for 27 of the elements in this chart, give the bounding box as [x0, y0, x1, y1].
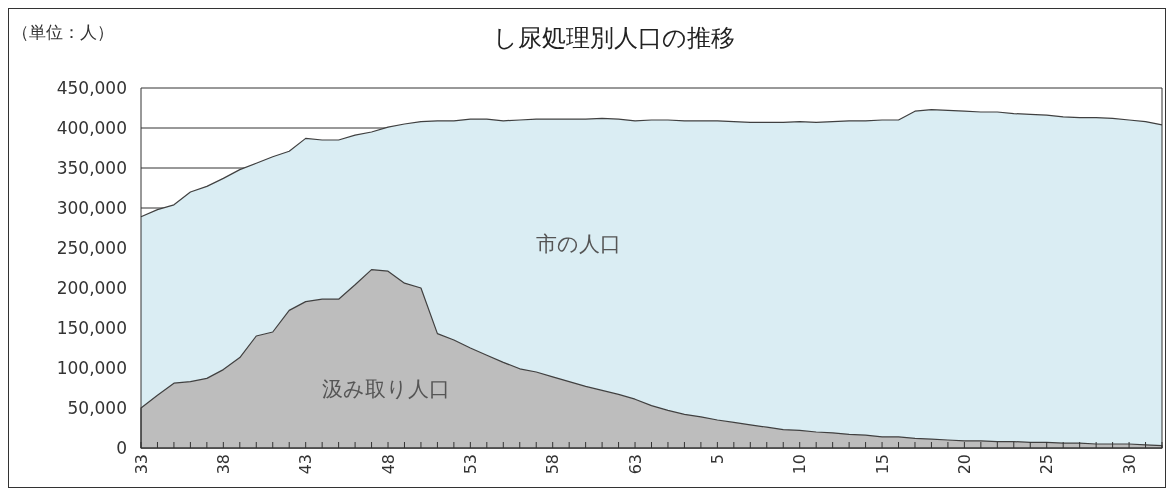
y-tick-label: 350,000 — [56, 157, 127, 178]
x-tick-label: 53 — [460, 454, 480, 475]
x-tick-label: 15 — [872, 454, 892, 475]
chart-title: し尿処理別人口の推移 — [492, 24, 735, 52]
x-tick-label: 58 — [543, 454, 563, 475]
x-tick-label: 10 — [790, 454, 810, 475]
x-tick-label: 63 — [625, 454, 645, 475]
x-tick-label: 38 — [213, 454, 233, 475]
x-tick-label: 20 — [954, 454, 974, 475]
x-tick-label: 5 — [707, 454, 727, 465]
x-tick-label: 33 — [131, 454, 151, 475]
y-tick-label: 0 — [116, 437, 127, 458]
x-tick-label: 48 — [378, 454, 398, 475]
y-tick-label: 200,000 — [56, 277, 127, 298]
y-tick-label: 150,000 — [56, 317, 127, 338]
y-tick-label: 100,000 — [56, 357, 127, 378]
y-tick-label: 250,000 — [56, 237, 127, 258]
x-tick-label: 30 — [1119, 454, 1139, 475]
x-tick-label: 43 — [296, 454, 316, 475]
y-tick-label: 300,000 — [56, 197, 127, 218]
y-tick-label: 450,000 — [56, 77, 127, 98]
y-axis-title: （単位：人） — [12, 22, 114, 42]
y-tick-label: 400,000 — [56, 117, 127, 138]
series-label: 汲み取り人口 — [322, 376, 451, 401]
y-tick-label: 50,000 — [67, 397, 127, 418]
x-tick-label: 25 — [1037, 454, 1057, 475]
series-label: 市の人口 — [536, 231, 622, 256]
